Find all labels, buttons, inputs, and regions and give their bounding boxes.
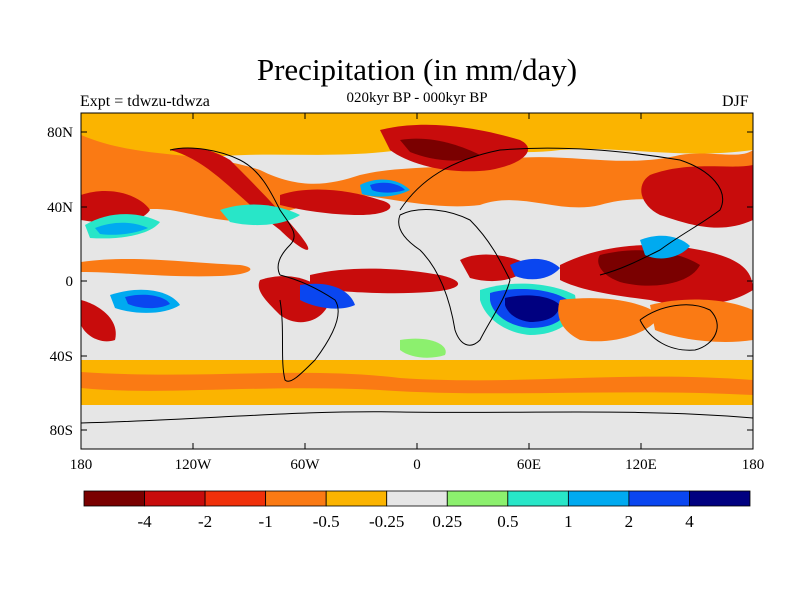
australia-orange <box>650 299 753 342</box>
antarctica-coast <box>81 411 753 424</box>
north-atlantic-strong-dry <box>400 138 480 161</box>
season-label: DJF <box>722 93 749 110</box>
eurasia-coast <box>399 147 724 276</box>
map-title: Precipitation (in mm/day) <box>256 52 578 87</box>
colorbar-label: -2 <box>198 512 212 531</box>
colorbar-label: 1 <box>564 512 573 531</box>
colorbar-swatch <box>446 490 509 507</box>
colorbar-label: -4 <box>137 512 152 531</box>
north-america-coast <box>169 147 295 276</box>
longitude-axis: 180 120W 60W 0 60E 120E 180 <box>70 113 765 473</box>
lon-tick-label: 180 <box>70 457 93 473</box>
tropical-atlantic-dry <box>310 268 459 294</box>
south-china-sea-wet <box>640 235 690 259</box>
experiment-label: Expt = tdwzu-tdwza <box>80 93 210 110</box>
colorbar-swatch <box>386 490 448 507</box>
colorbar-swatch <box>144 490 206 507</box>
north-america-dry <box>170 147 309 250</box>
lon-tick-label: 180 <box>742 457 765 473</box>
colorbar-swatch <box>507 490 569 507</box>
north-pacific-dry <box>641 165 753 228</box>
lat-tick-label: 80S <box>50 423 73 439</box>
lat-tick-label: 0 <box>66 274 74 290</box>
lon-tick-label: 0 <box>413 457 421 473</box>
colorbar-swatch <box>204 490 267 507</box>
africa-coast <box>398 209 511 346</box>
east-africa-wet <box>510 258 560 280</box>
antarctic-neutral <box>81 405 753 449</box>
colorbar-label: 0.5 <box>497 512 518 531</box>
lat-tick-label: 40S <box>50 349 73 365</box>
colorbar: -4 -2 -1 -0.5 -0.25 0.25 0.5 1 2 4 <box>83 490 751 531</box>
colorbar-label: -0.25 <box>369 512 404 531</box>
colorbar-label: 2 <box>625 512 634 531</box>
colorbar-swatch <box>83 490 145 507</box>
atlantic-dry-belt <box>280 189 391 215</box>
southeast-pacific-dry <box>81 300 116 342</box>
coastlines <box>81 147 753 424</box>
latitude-axis: 80N 40N 0 40S 80S <box>47 125 753 439</box>
south-pacific-wet-core <box>125 294 170 309</box>
lon-tick-label: 60E <box>517 457 541 473</box>
colorbar-swatch <box>325 490 388 507</box>
pacific-wet-core <box>95 222 148 235</box>
lat-tick-label: 80N <box>47 125 73 141</box>
colorbar-label: 0.25 <box>432 512 462 531</box>
south-america-coast <box>279 274 339 382</box>
precip-field <box>81 113 753 449</box>
southern-orange-strip <box>81 372 753 395</box>
map-subtitle: 020kyr BP - 000kyr BP <box>346 90 488 106</box>
colorbar-swatch <box>567 490 630 507</box>
lon-tick-label: 120E <box>625 457 657 473</box>
south-indian-orange <box>558 298 660 342</box>
colorbar-label: 4 <box>685 512 694 531</box>
colorbar-swatch <box>265 490 327 507</box>
amazon-wet <box>300 283 355 309</box>
colorbar-label: -0.5 <box>313 512 340 531</box>
maritime-strong-dry <box>598 250 700 286</box>
lon-tick-label: 120W <box>175 457 213 473</box>
colorbar-swatch <box>628 490 690 507</box>
colorbar-swatch <box>689 490 751 507</box>
colorbar-label: -1 <box>259 512 273 531</box>
indian-ocean-wet-core <box>505 295 560 322</box>
lat-tick-label: 40N <box>47 200 73 216</box>
africa-dry <box>460 254 530 282</box>
mid-atlantic-wet-core <box>370 182 405 193</box>
south-atlantic-green <box>400 338 446 358</box>
australia-coast <box>639 304 718 351</box>
tropical-pacific-orange <box>81 258 251 277</box>
lon-tick-label: 60W <box>290 457 320 473</box>
